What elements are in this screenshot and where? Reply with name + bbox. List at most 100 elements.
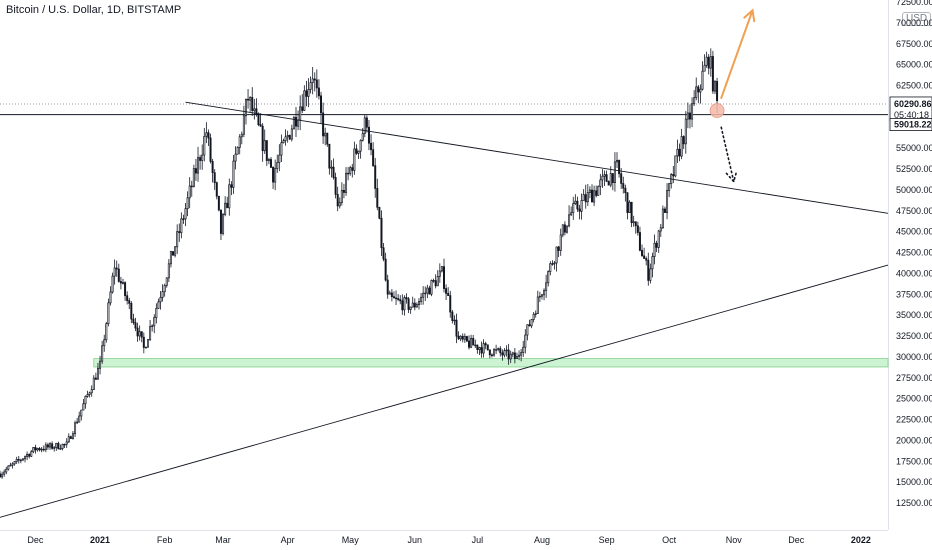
currency-button[interactable]: USD — [902, 12, 932, 26]
candle-body — [244, 98, 247, 117]
candle-body — [338, 202, 341, 207]
candle-body — [676, 148, 679, 157]
candle-body — [263, 140, 266, 152]
candle-body — [347, 172, 350, 175]
candle-body — [1, 473, 4, 478]
candle-body — [382, 247, 385, 260]
x-tick-label: Dec — [27, 535, 44, 545]
candle-body — [532, 314, 535, 320]
y-tick-label: 25000.00 — [896, 394, 932, 404]
candle-body — [424, 292, 427, 295]
candle-body — [440, 266, 443, 272]
candle-body — [709, 56, 712, 69]
candle-body — [236, 147, 239, 155]
bearish-dotted-arrow-shaft — [720, 126, 735, 183]
candle-body — [470, 337, 473, 348]
candle-body — [84, 395, 87, 405]
candle-body — [603, 174, 606, 177]
candle-body — [426, 287, 429, 294]
candle-body — [7, 465, 10, 470]
candle-body — [180, 218, 183, 234]
candle-body — [353, 148, 356, 171]
y-tick-label: 42500.00 — [896, 248, 932, 258]
candle-body — [695, 86, 698, 98]
candle-body — [176, 231, 179, 248]
candle-body — [645, 258, 648, 261]
candle-body — [643, 255, 646, 259]
candle-body — [549, 263, 552, 272]
candle-body — [595, 190, 598, 196]
candle-body — [115, 267, 118, 270]
candle-body — [515, 356, 518, 359]
candle-body — [46, 444, 49, 448]
candle-body — [203, 135, 206, 156]
candle-body — [641, 250, 644, 257]
candle-body — [611, 173, 614, 183]
candle-body — [234, 153, 237, 162]
candle-body — [30, 451, 33, 457]
candle-body — [288, 134, 291, 140]
candle-body — [324, 132, 327, 137]
candle-body — [613, 161, 616, 183]
candle-body — [299, 106, 302, 121]
candle-body — [257, 113, 260, 126]
level-price-tag: 59018.22 — [889, 118, 932, 131]
candle-body — [186, 197, 189, 209]
candle-body — [586, 192, 589, 203]
candle-body — [301, 106, 304, 111]
candle-body — [413, 302, 416, 308]
candle-body — [142, 336, 145, 348]
candle-body — [5, 468, 8, 473]
current-price-tag-box — [889, 96, 932, 122]
candle-body — [130, 303, 133, 320]
x-tick-label: Jun — [408, 535, 423, 545]
y-tick-label: 15000.00 — [896, 477, 932, 487]
candle-body — [192, 168, 195, 187]
candle-body — [15, 458, 18, 462]
candle-body — [261, 125, 264, 152]
candle-body — [290, 128, 293, 140]
candle-body — [280, 142, 283, 156]
candle-body — [388, 292, 391, 295]
candle-body — [432, 280, 435, 282]
candle-body — [565, 225, 568, 233]
candle-body — [636, 225, 639, 233]
candle-body — [40, 448, 43, 451]
candle-body — [403, 297, 406, 311]
candle-body — [80, 409, 83, 417]
candle-body — [638, 232, 641, 251]
candle-body — [207, 132, 210, 139]
candle-body — [399, 299, 402, 302]
y-tick-label: 22500.00 — [896, 415, 932, 425]
candle-body — [384, 258, 387, 281]
candle-body — [666, 190, 669, 213]
candle-body — [140, 331, 143, 338]
candle-body — [392, 296, 395, 299]
candle-body — [493, 349, 496, 356]
candle-body — [172, 251, 175, 256]
candle-body — [434, 280, 437, 287]
candle-body — [553, 262, 556, 265]
candle-body — [336, 193, 339, 207]
candle-body — [540, 294, 543, 297]
candle-body — [332, 166, 335, 178]
y-tick-label: 32500.00 — [896, 331, 932, 341]
x-tick-label: Sep — [599, 535, 615, 545]
x-tick-label: Oct — [662, 535, 677, 545]
candle-body — [599, 179, 602, 187]
candle-body — [26, 453, 29, 458]
candle-body — [128, 300, 131, 304]
candle-body — [378, 206, 381, 219]
candle-body — [149, 326, 152, 340]
candle-body — [330, 166, 333, 169]
candle-body — [490, 354, 493, 356]
candle-body — [443, 266, 445, 289]
candle-body — [474, 344, 477, 347]
candle-body — [144, 346, 147, 349]
candle-body — [390, 292, 393, 298]
y-tick-label: 67500.00 — [896, 39, 932, 49]
candle-body — [174, 246, 177, 256]
candle-body — [680, 136, 683, 157]
candle-body — [372, 149, 375, 167]
